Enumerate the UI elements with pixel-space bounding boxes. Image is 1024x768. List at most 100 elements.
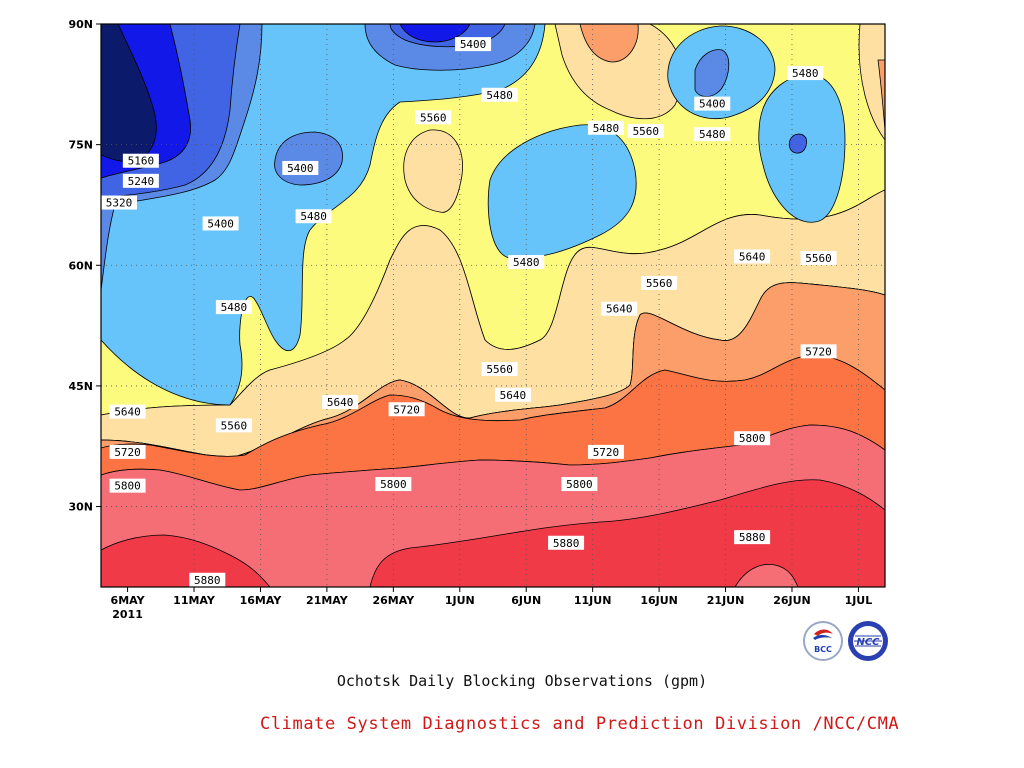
contour-label-bg (508, 255, 545, 270)
contour-fills (101, 24, 885, 587)
patch-5640-a (403, 129, 463, 213)
patch-5400-far-ne (788, 133, 807, 154)
contour-label: 5800 (109, 478, 146, 493)
contour-label-bg (641, 275, 678, 290)
contour-label-text: 5160 (128, 155, 155, 168)
contour-label-text: 5480 (513, 256, 540, 269)
contour-label: 5560 (641, 275, 678, 290)
contour-label: 5480 (295, 209, 332, 224)
contour-labels: 5400 5480 5560 5480 5560 5400 5480 5480 5160 5240… (101, 37, 837, 587)
contour-label-text: 5480 (221, 301, 248, 314)
contour-label-text: 5560 (805, 252, 832, 265)
contour-label-bg (375, 477, 412, 492)
contour-label-text: 5560 (420, 111, 447, 124)
x-year-label: 2011 (112, 608, 143, 621)
x-tick-label: 21MAY (306, 594, 349, 607)
patch-5720-a (579, 24, 639, 63)
ncc-logo: NCC (845, 620, 891, 662)
contour-label-text: 5800 (114, 480, 141, 493)
band-5960 (101, 534, 271, 587)
contour-label: 5480 (508, 255, 545, 270)
contour-label-bg (215, 418, 252, 433)
contour-label: 5800 (561, 477, 598, 492)
patch-5880-inner (734, 563, 799, 587)
contour-label-text: 5640 (500, 389, 527, 402)
contour-label-text: 5640 (327, 396, 354, 409)
patch-5640-b (554, 24, 683, 120)
grid-lines (101, 24, 885, 587)
contour-label-bg (415, 110, 452, 125)
contour-label: 5400 (455, 37, 492, 52)
contour-label-text: 5400 (460, 38, 487, 51)
contour-label: 5320 (101, 195, 137, 210)
contour-label-text: 5880 (739, 531, 766, 544)
contour-label-bg (101, 195, 137, 210)
contour-label-bg (494, 387, 531, 402)
contour-label-bg (734, 249, 771, 264)
contour-label-text: 5480 (593, 122, 620, 135)
contour-label: 5720 (109, 444, 146, 459)
y-tick-label: 75N (68, 139, 93, 152)
contour-label-text: 5640 (114, 406, 141, 419)
contour-label-bg (455, 37, 492, 52)
x-tick-label: 26JUN (773, 594, 811, 607)
contour-label-bg (734, 530, 771, 545)
bcc-logo: BCC (800, 620, 846, 662)
contour-label-bg (800, 251, 837, 266)
contour-label: 5640 (734, 249, 771, 264)
contour-label-text: 5480 (792, 67, 819, 80)
svg-text:NCC: NCC (856, 637, 880, 648)
y-tick-label: 90N (68, 18, 93, 31)
contour-label-bg (189, 572, 226, 587)
contour-label-text: 5800 (380, 478, 407, 491)
contour-label-text: 5480 (699, 128, 726, 141)
contour-label: 5640 (601, 301, 638, 316)
contour-label-bg (109, 444, 146, 459)
contour-label-text: 5880 (194, 574, 221, 587)
contour-label: 5480 (787, 66, 824, 81)
contour-label: 5880 (189, 572, 226, 587)
contour-label: 5560 (481, 362, 518, 377)
x-tick-label: 6JUN (511, 594, 541, 607)
contour-label-bg (587, 120, 624, 135)
contour-label-text: 5560 (221, 419, 248, 432)
contour-label: 5400 (694, 96, 731, 111)
x-tick-label: 16MAY (240, 594, 283, 607)
contour-label: 5480 (587, 120, 624, 135)
contour-label-text: 5320 (106, 197, 133, 210)
contour-label-text: 5480 (486, 89, 513, 102)
contour-label-text: 5800 (566, 478, 593, 491)
contour-label-bg (295, 209, 332, 224)
contour-label: 5640 (494, 387, 531, 402)
patch-5400-ne (694, 49, 730, 97)
x-tick-label: 11MAY (173, 594, 216, 607)
contour-label-text: 5720 (114, 446, 141, 459)
x-tick-label: 6MAY (111, 594, 146, 607)
contour-label: 5160 (122, 153, 159, 168)
contour-label-bg (800, 344, 837, 359)
contour-label-text: 5720 (593, 446, 620, 459)
contour-label: 5560 (415, 110, 452, 125)
contour-label: 5480 (694, 127, 731, 142)
patch-5480-east (487, 124, 637, 259)
contour-label: 5480 (215, 300, 252, 315)
contour-label: 5480 (481, 87, 518, 102)
contour-label-bg (481, 362, 518, 377)
contour-label-text: 5880 (553, 537, 580, 550)
contour-label-bg (694, 127, 731, 142)
x-tick-label: 11JUN (574, 594, 612, 607)
contour-label-bg (122, 153, 159, 168)
contour-label-bg (481, 87, 518, 102)
contour-label: 5400 (282, 160, 319, 175)
patch-5160-north (399, 24, 471, 43)
contour-label-bg (548, 535, 585, 550)
contour-label-text: 5560 (646, 277, 673, 290)
chart-title: Ochotsk Daily Blocking Observations (gpm… (336, 672, 708, 690)
svg-text:BCC: BCC (814, 645, 832, 654)
contour-label-text: 5400 (287, 162, 314, 175)
contour-label-text: 5240 (128, 175, 155, 188)
contour-label-text: 5720 (805, 345, 832, 358)
x-tick-label: 1JUL (845, 594, 873, 607)
contour-label-text: 5800 (739, 432, 766, 445)
